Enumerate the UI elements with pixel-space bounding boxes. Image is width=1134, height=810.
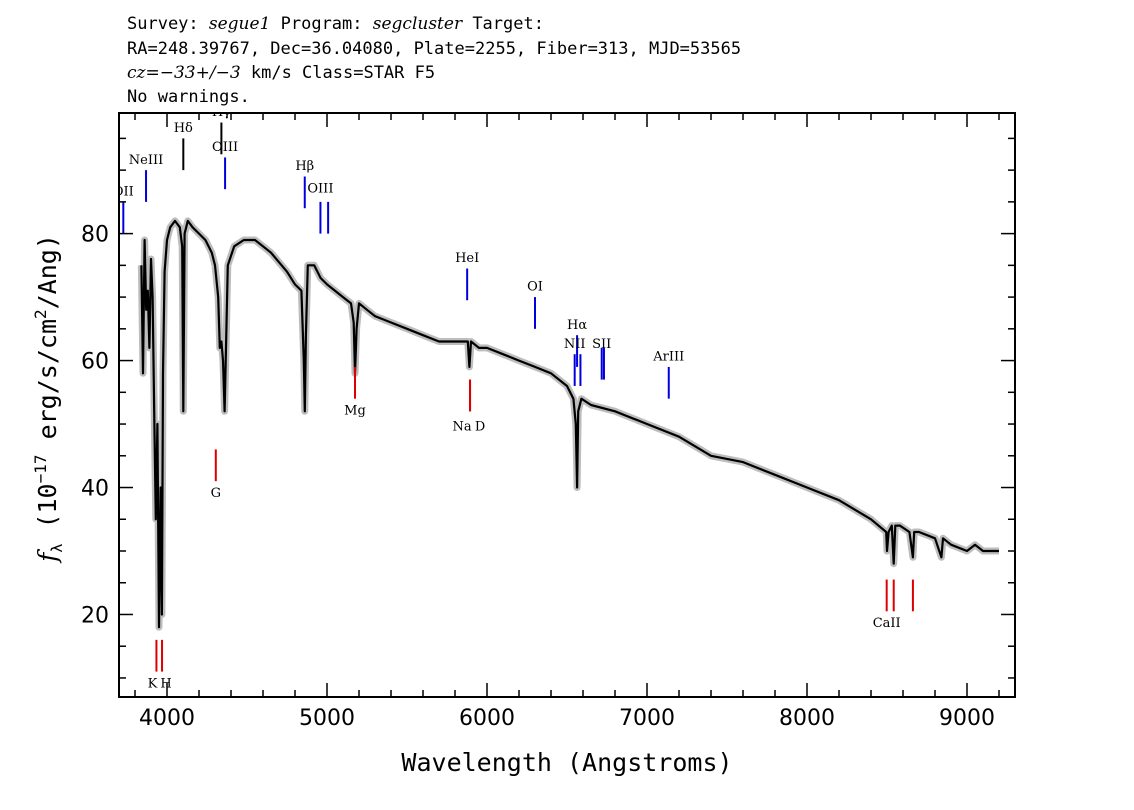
header-survey: segue1 bbox=[208, 14, 271, 34]
header-survey-prefix: Survey: bbox=[127, 14, 209, 34]
line-label-nii: NII bbox=[564, 337, 586, 352]
line-label-hα: Hα bbox=[567, 318, 587, 333]
x-tick-label: 6000 bbox=[459, 706, 515, 731]
y-tick-label: 40 bbox=[81, 477, 109, 502]
header-target-label: Target: bbox=[462, 14, 544, 34]
y-axis-label: fλ (10−17 erg/s/cm2/Ang) bbox=[31, 234, 66, 564]
line-label-caii: CaII bbox=[873, 616, 901, 631]
plot-frame bbox=[118, 112, 1016, 698]
header-program: segcluster bbox=[372, 14, 463, 34]
header-line-3: cz=−33+/−3 km/s Class=STAR F5 bbox=[127, 63, 435, 83]
y-axis-label-part-c: /Ang) bbox=[33, 234, 62, 309]
header-redshift: cz=−33+/−3 bbox=[127, 63, 241, 83]
y-axis-label-part-b: erg/s/cm bbox=[33, 319, 62, 454]
header-program-prefix: Program: bbox=[270, 14, 373, 34]
line-label-hδ: Hδ bbox=[174, 121, 193, 136]
y-tick-label: 20 bbox=[81, 603, 109, 628]
spectrum-error-band bbox=[137, 217, 999, 631]
y-axis-label-exponent: −17 bbox=[31, 454, 50, 483]
y-tick-label: 80 bbox=[81, 223, 109, 248]
line-label-hβ: Hβ bbox=[295, 159, 314, 174]
y-axis-label-part-a: (10 bbox=[33, 483, 62, 543]
y-axis-label-square: 2 bbox=[31, 309, 50, 319]
line-label-oiii: OIII bbox=[307, 181, 333, 196]
header-line-2: RA=248.39767, Dec=36.04080, Plate=2255, … bbox=[127, 39, 742, 59]
header-line-1: Survey: segue1 Program: segcluster Targe… bbox=[127, 14, 544, 34]
line-label-neiii: NeIII bbox=[129, 153, 163, 168]
line-label-h: H bbox=[160, 676, 171, 691]
x-tick-label: 4000 bbox=[139, 706, 195, 731]
x-tick-label: 5000 bbox=[299, 706, 355, 731]
axis-ticks: 4000 5000 6000 7000 8000 9000 20 40 60 80 bbox=[81, 113, 1015, 731]
line-label-na: Na bbox=[452, 419, 471, 434]
line-label-sii: SII bbox=[592, 337, 611, 352]
line-label-hγ: Hγ bbox=[212, 105, 231, 120]
y-tick-label: 60 bbox=[81, 350, 109, 375]
header-class: km/s Class=STAR F5 bbox=[240, 63, 436, 83]
line-label-oi: OI bbox=[527, 280, 543, 295]
x-axis-label: Wavelength (Angstroms) bbox=[401, 748, 732, 777]
line-label-g: G bbox=[211, 486, 221, 501]
plot-content: OII NeIII Hδ Hγ OIII Hβ OIII HeI OI NII Hα SII ArIII… bbox=[113, 105, 999, 691]
spectrum-flux-line bbox=[140, 219, 999, 629]
x-tick-label: 9000 bbox=[939, 706, 995, 731]
y-axis-label-f: f bbox=[33, 549, 62, 564]
header-line-4: No warnings. bbox=[127, 87, 250, 107]
line-label-oii: OII bbox=[113, 185, 134, 200]
line-label-d: D bbox=[475, 419, 485, 434]
x-tick-label: 7000 bbox=[619, 706, 675, 731]
line-label-mg: Mg bbox=[344, 404, 366, 419]
line-label-ariii: ArIII bbox=[652, 350, 684, 365]
line-label-hei: HeI bbox=[455, 251, 479, 266]
x-tick-label: 8000 bbox=[779, 706, 835, 731]
line-label-oiii: OIII bbox=[212, 140, 238, 155]
line-label-k: K bbox=[148, 676, 158, 691]
y-axis-label-lambda: λ bbox=[48, 544, 66, 553]
